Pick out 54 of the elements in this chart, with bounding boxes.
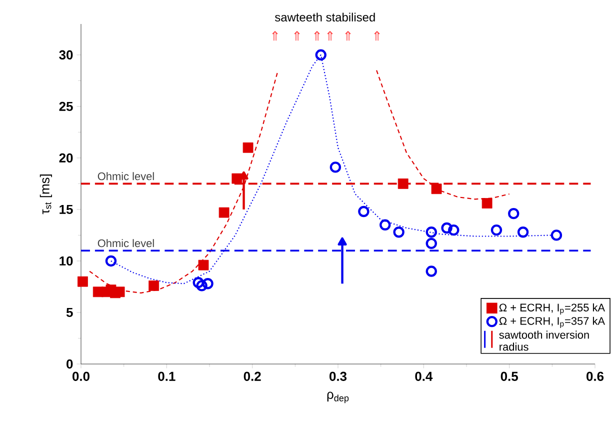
x-tick-label: 0.0 [72,372,90,381]
point [448,224,460,236]
chart-title: sawteeth stabilised [274,12,375,22]
x-tick-label: 0.1 [158,372,176,381]
point [358,206,370,218]
y-tick-label: 10 [60,256,73,266]
legend-label: Ω + ECRH, I$_{p}$=255 kA [499,303,606,315]
y-tick-label: 15 [60,204,73,214]
x-tick-label: 0.2 [244,372,261,381]
point [508,208,520,220]
point [550,230,562,241]
point [78,276,88,287]
point [202,278,214,290]
annotation: ⇑ [294,31,300,41]
point [398,178,408,189]
point [441,222,452,234]
point [426,266,437,277]
annotation: ⇑ [314,31,320,41]
point [315,49,326,60]
point [482,198,492,208]
point [192,277,204,288]
y-tick-label: 5 [66,308,73,317]
point [426,238,437,250]
point [196,280,208,292]
legend-label: sawtooth inversion radius [499,330,589,351]
annotation: ⇑ [345,31,351,41]
point [517,226,529,238]
ref-line-label: Ohmic level [98,239,154,248]
annotation: ⇑ [272,31,278,41]
point [380,219,391,230]
x-tick-label: 0.6 [586,372,604,381]
legend-label: Ω + ECRH, I$_{p}$=357 kA [499,316,606,328]
point [431,184,442,194]
point [148,280,160,291]
x-tick-label: 0.4 [415,372,433,381]
point [426,226,437,238]
point [330,162,342,173]
y-axis-title: τ$_{st}$ [ms] [40,174,52,214]
x-axis-title: ρ$_{dep}$ [327,392,349,404]
y-tick-label: 25 [59,102,73,112]
annotation: ⇑ [327,31,333,41]
x-tick-label: 0.3 [330,372,347,381]
x-tick-label: 0.5 [500,372,518,381]
y-tick-label: 20 [59,153,73,163]
annotation: ⇑ [374,31,380,41]
ref-line-label: Ohmic level [98,172,154,180]
point [218,207,230,218]
point [490,224,502,236]
y-tick-label: 0 [66,359,73,369]
point [105,255,117,267]
point [393,226,404,238]
point [242,142,254,153]
y-tick-label: 30 [59,50,73,60]
point [198,260,209,270]
